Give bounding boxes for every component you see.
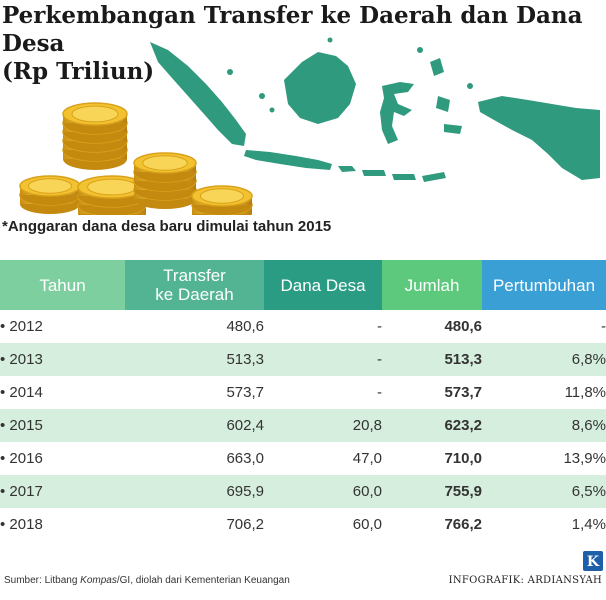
cell-dana-desa: - — [264, 343, 382, 376]
coin-face-inner — [87, 178, 137, 196]
map-sumatra — [150, 42, 246, 146]
cell-pertumbuhan: 6,5% — [482, 475, 606, 508]
table-row: • 2013 513,3 - 513,3 6,8% — [0, 343, 606, 376]
logo-letter: K — [587, 554, 600, 570]
map-sulawesi — [380, 82, 414, 144]
cell-tahun: • 2017 — [0, 475, 125, 508]
map-nusa-tenggara — [338, 166, 446, 182]
source-suffix: /GI, diolah dari Kementerian Keuangan — [116, 575, 290, 586]
cell-jumlah: 710,0 — [444, 450, 482, 467]
cell-transfer: 695,9 — [125, 475, 264, 508]
cell-pertumbuhan: 6,8% — [482, 343, 606, 376]
cell-pertumbuhan: - — [601, 318, 606, 335]
coin-face-inner — [27, 178, 73, 194]
cell-tahun: • 2016 — [0, 450, 43, 467]
coin-face-inner — [142, 155, 188, 171]
cell-tahun: • 2018 — [0, 516, 43, 533]
map-papua — [478, 96, 600, 180]
cell-dana-desa: 60,0 — [264, 475, 382, 508]
map-kalimantan — [284, 52, 356, 124]
cell-jumlah: 573,7 — [444, 384, 482, 401]
table-header-row: Tahun Transfer ke Daerah Dana Desa Jumla… — [0, 260, 606, 310]
source-italic: Kompas — [80, 575, 117, 586]
kompas-k-logo: K — [583, 551, 603, 571]
source-note: Sumber: Litbang Kompas/GI, diolah dari K… — [4, 575, 290, 586]
cell-jumlah: 623,2 — [382, 409, 482, 442]
cell-jumlah: 513,3 — [382, 343, 482, 376]
cell-transfer: 602,4 — [125, 409, 264, 442]
cell-tahun: • 2014 — [0, 384, 43, 401]
coin-face-inner — [71, 105, 119, 123]
cell-pertumbuhan: 11,8% — [564, 384, 606, 401]
cell-jumlah: 755,9 — [382, 475, 482, 508]
footnote: *Anggaran dana desa baru dimulai tahun 2… — [2, 218, 332, 235]
indonesia-map — [150, 37, 600, 182]
column-header-pertumbuhan: Pertumbuhan — [482, 260, 606, 310]
map-java — [244, 150, 332, 170]
cell-tahun: • 2013 — [0, 343, 125, 376]
column-header-jumlah: Jumlah — [382, 260, 482, 310]
column-header-dana-desa: Dana Desa — [264, 260, 382, 310]
column-header-transfer-line-1: Transfer — [163, 266, 226, 285]
cell-dana-desa: - — [377, 384, 382, 401]
cell-tahun: • 2015 — [0, 409, 125, 442]
table-row: • 2014 573,7 - 573,7 11,8% — [0, 376, 606, 409]
cell-transfer: 573,7 — [226, 384, 264, 401]
source-prefix: Sumber: Litbang — [4, 575, 81, 586]
cell-dana-desa: 47,0 — [352, 450, 382, 467]
table-row: • 2017 695,9 60,0 755,9 6,5% — [0, 475, 606, 508]
cell-transfer: 480,6 — [226, 318, 264, 335]
coin-face-inner — [199, 188, 245, 204]
cell-jumlah: 480,6 — [444, 318, 482, 335]
cell-pertumbuhan: 1,4% — [571, 516, 606, 533]
cell-tahun: • 2012 — [0, 318, 43, 335]
title-line-2: (Rp Triliun) — [2, 58, 155, 85]
table-row: • 2018 706,2 60,0 766,2 1,4% — [0, 508, 606, 541]
cell-transfer: 706,2 — [226, 516, 264, 533]
column-header-tahun: Tahun — [0, 260, 125, 310]
table-row: • 2016 663,0 47,0 710,0 13,9% — [0, 442, 606, 475]
data-table: Tahun Transfer ke Daerah Dana Desa Jumla… — [0, 260, 606, 541]
cell-dana-desa: 60,0 — [352, 516, 382, 533]
map-maluku — [430, 58, 462, 134]
table-row: • 2012 480,6 - 480,6 - — [0, 310, 606, 343]
page-title: Perkembangan Transfer ke Daerah dan Dana… — [2, 2, 602, 86]
table-row: • 2015 602,4 20,8 623,2 8,6% — [0, 409, 606, 442]
cell-transfer: 663,0 — [226, 450, 264, 467]
cell-jumlah: 766,2 — [444, 516, 482, 533]
cell-pertumbuhan: 8,6% — [482, 409, 606, 442]
title-line-1: Perkembangan Transfer ke Daerah dan Dana… — [2, 2, 583, 57]
cell-dana-desa: 20,8 — [264, 409, 382, 442]
column-header-transfer: Transfer ke Daerah — [125, 260, 264, 310]
column-header-transfer-line-2: ke Daerah — [155, 285, 234, 304]
cell-transfer: 513,3 — [125, 343, 264, 376]
cell-pertumbuhan: 13,9% — [563, 450, 606, 467]
infographic-credit: INFOGRAFIK: ARDIANSYAH — [448, 575, 602, 586]
gold-coins-illustration — [19, 102, 253, 215]
cell-dana-desa: - — [377, 318, 382, 335]
